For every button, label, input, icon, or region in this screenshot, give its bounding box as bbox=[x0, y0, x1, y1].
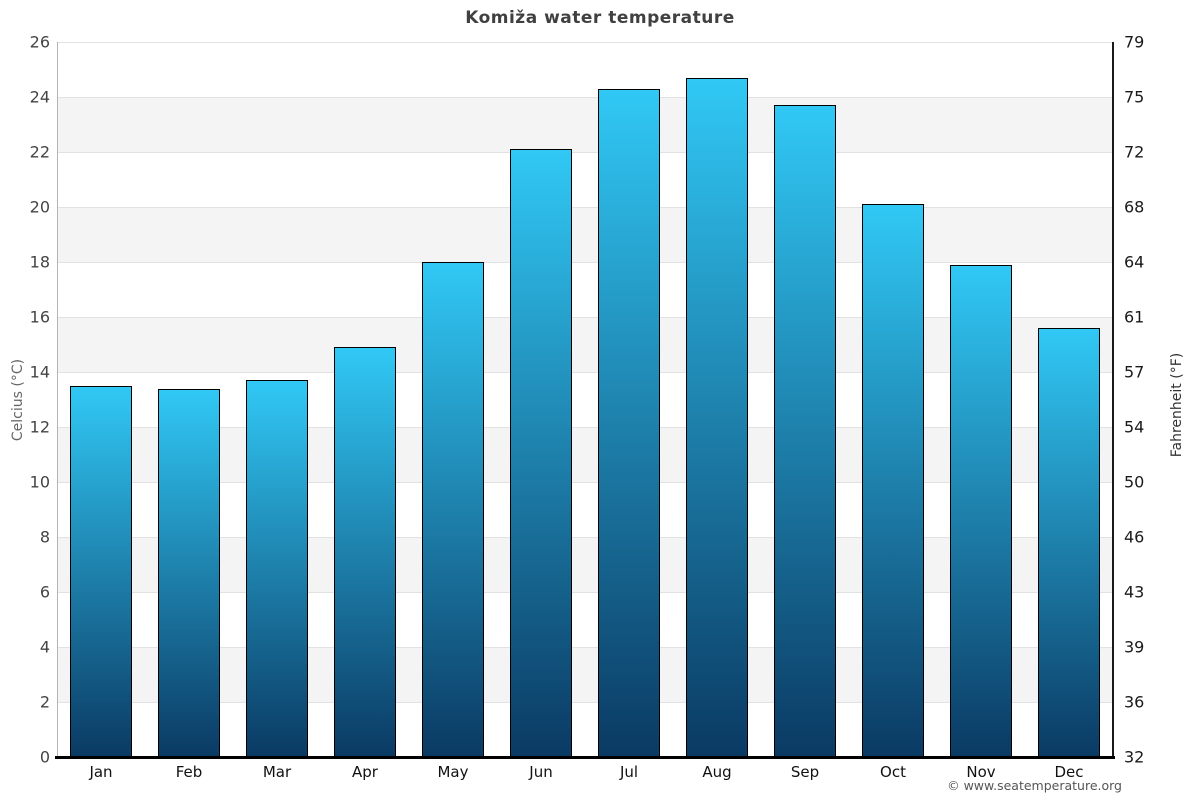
plot-band bbox=[57, 262, 1113, 317]
plot-band bbox=[57, 317, 1113, 372]
y-tick-celsius-0: 0 bbox=[39, 747, 50, 767]
bar-sep bbox=[774, 105, 836, 757]
gridline bbox=[57, 42, 1113, 43]
bar-mar bbox=[246, 380, 308, 757]
chart-title: Komiža water temperature bbox=[465, 8, 735, 28]
y-tick-fahrenheit-39: 39 bbox=[1124, 637, 1145, 657]
bar-jun bbox=[510, 149, 572, 757]
bar-jan bbox=[70, 385, 132, 757]
month-label-nov: Nov bbox=[966, 763, 996, 781]
gridline bbox=[57, 372, 1113, 373]
bar-nov bbox=[950, 264, 1012, 757]
y-axis-line-left bbox=[57, 42, 58, 757]
plot-band bbox=[57, 152, 1113, 207]
bar-jul bbox=[598, 88, 660, 757]
y-tick-fahrenheit-61: 61 bbox=[1124, 307, 1145, 327]
gridline bbox=[57, 702, 1113, 703]
plot-band bbox=[57, 372, 1113, 427]
gridline bbox=[57, 427, 1113, 428]
y-axis-title-celsius: Celcius (°C) bbox=[10, 358, 26, 442]
plot-band bbox=[57, 97, 1113, 152]
y-axis-line-right bbox=[1112, 42, 1114, 757]
y-tick-celsius-26: 26 bbox=[29, 32, 50, 52]
y-tick-celsius-14: 14 bbox=[29, 362, 50, 382]
y-tick-fahrenheit-79: 79 bbox=[1124, 32, 1145, 52]
y-tick-fahrenheit-64: 64 bbox=[1124, 252, 1145, 272]
y-tick-celsius-8: 8 bbox=[39, 527, 50, 547]
x-axis-line bbox=[55, 756, 1115, 759]
plot-band bbox=[57, 482, 1113, 537]
y-tick-celsius-10: 10 bbox=[29, 472, 50, 492]
month-label-may: May bbox=[437, 763, 469, 781]
gridline bbox=[57, 592, 1113, 593]
y-tick-celsius-20: 20 bbox=[29, 197, 50, 217]
bar-may bbox=[422, 262, 484, 757]
y-tick-fahrenheit-43: 43 bbox=[1124, 582, 1145, 602]
plot-band bbox=[57, 207, 1113, 262]
gridline bbox=[57, 317, 1113, 318]
y-tick-celsius-2: 2 bbox=[39, 692, 50, 712]
plot-band bbox=[57, 592, 1113, 647]
y-tick-celsius-22: 22 bbox=[29, 142, 50, 162]
bar-dec bbox=[1038, 328, 1100, 757]
month-label-sep: Sep bbox=[790, 763, 820, 781]
y-tick-fahrenheit-36: 36 bbox=[1124, 692, 1145, 712]
plot-band bbox=[57, 647, 1113, 702]
y-tick-celsius-24: 24 bbox=[29, 87, 50, 107]
y-tick-fahrenheit-72: 72 bbox=[1124, 142, 1145, 162]
y-tick-fahrenheit-46: 46 bbox=[1124, 527, 1145, 547]
y-tick-fahrenheit-32: 32 bbox=[1124, 747, 1145, 767]
y-tick-celsius-12: 12 bbox=[29, 417, 50, 437]
gridline bbox=[57, 262, 1113, 263]
bar-aug bbox=[686, 77, 748, 757]
plot-band bbox=[57, 537, 1113, 592]
plot-band bbox=[57, 42, 1113, 97]
month-label-aug: Aug bbox=[702, 763, 732, 781]
y-tick-fahrenheit-57: 57 bbox=[1124, 362, 1145, 382]
bar-apr bbox=[334, 347, 396, 757]
month-label-mar: Mar bbox=[262, 763, 292, 781]
plot-area bbox=[57, 42, 1113, 757]
gridline bbox=[57, 97, 1113, 98]
y-axis-title-fahrenheit: Fahrenheit (°F) bbox=[1169, 352, 1185, 458]
gridline bbox=[57, 647, 1113, 648]
month-label-jun: Jun bbox=[529, 763, 553, 781]
month-label-dec: Dec bbox=[1054, 763, 1084, 781]
y-tick-fahrenheit-54: 54 bbox=[1124, 417, 1145, 437]
y-tick-fahrenheit-75: 75 bbox=[1124, 87, 1145, 107]
month-label-feb: Feb bbox=[175, 763, 203, 781]
month-label-oct: Oct bbox=[880, 763, 906, 781]
copyright-credit: © www.seatemperature.org bbox=[947, 778, 1122, 793]
y-tick-celsius-18: 18 bbox=[29, 252, 50, 272]
y-tick-celsius-6: 6 bbox=[39, 582, 50, 602]
y-tick-celsius-4: 4 bbox=[39, 637, 50, 657]
bar-oct bbox=[862, 204, 924, 757]
plot-band bbox=[57, 702, 1113, 757]
y-tick-fahrenheit-50: 50 bbox=[1124, 472, 1145, 492]
gridline bbox=[57, 482, 1113, 483]
month-label-apr: Apr bbox=[352, 763, 378, 781]
gridline bbox=[57, 207, 1113, 208]
y-tick-fahrenheit-68: 68 bbox=[1124, 197, 1145, 217]
month-label-jan: Jan bbox=[89, 763, 113, 781]
gridline bbox=[57, 537, 1113, 538]
plot-band bbox=[57, 427, 1113, 482]
month-label-jul: Jul bbox=[619, 763, 639, 781]
gridline bbox=[57, 152, 1113, 153]
y-tick-celsius-16: 16 bbox=[29, 307, 50, 327]
bar-feb bbox=[158, 388, 220, 757]
